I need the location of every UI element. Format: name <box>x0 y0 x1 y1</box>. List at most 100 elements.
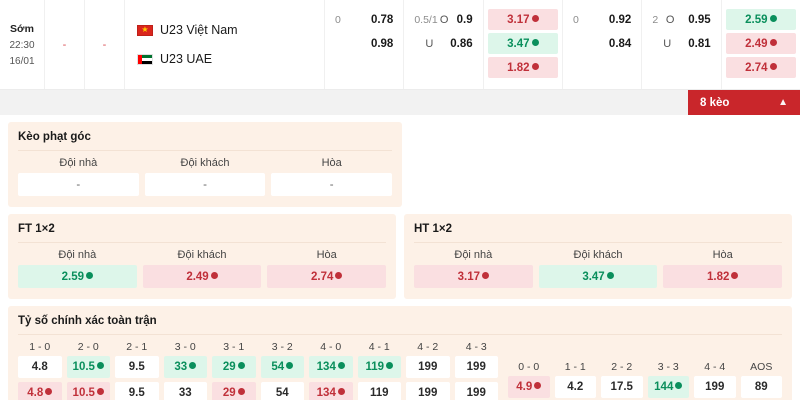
match-time-column: Sớm 22:30 16/01 <box>0 0 45 89</box>
cs-left-row-1: 4.8 10.5 9.5 33 29 54 134 119 199 199 <box>18 356 498 378</box>
odds-cell[interactable]: 2 O 0.95 <box>646 9 717 30</box>
arrow-down-icon <box>531 62 539 70</box>
odds-cell[interactable]: 2.49 <box>142 265 262 288</box>
home-team-row[interactable]: ★ U23 Việt Nam <box>137 23 324 37</box>
score-odds-cell[interactable]: 9.5 <box>115 356 159 378</box>
keo-count-button[interactable]: 8 kèo ▲ <box>688 90 800 115</box>
score-odds-cell[interactable]: 10.5 <box>66 382 110 400</box>
odds-cell[interactable]: 2.59 <box>18 265 137 288</box>
corner-values: --- <box>18 173 393 196</box>
odds-value: 29 <box>223 361 245 373</box>
score-odds-cell[interactable]: 10.5 <box>66 356 110 378</box>
odds-cell[interactable]: - <box>271 173 393 196</box>
score-odds-cell[interactable]: 119 <box>357 356 401 378</box>
odds-value: 9.5 <box>128 387 145 399</box>
arrow-down-icon <box>337 388 345 395</box>
score-odds-cell[interactable]: 89 <box>740 376 782 398</box>
correct-score-panel: Tỷ số chính xác toàn trận 1 - 0 2 - 0 2 - … <box>8 306 792 400</box>
handicap-label: 0 <box>335 13 341 26</box>
arrow-up-icon <box>189 362 197 369</box>
odds-cell[interactable]: 0.84 <box>566 33 638 54</box>
odds-cell[interactable]: 2.74 <box>725 57 796 78</box>
arrow-down-icon <box>731 271 739 279</box>
score-header: 4 - 0 <box>320 341 342 353</box>
score-odds-cell[interactable]: 4.2 <box>554 376 596 398</box>
score-odds-cell[interactable]: 9.5 <box>115 382 159 400</box>
score-odds-cell[interactable]: 4.8 <box>18 382 62 400</box>
odds-value: 29 <box>223 387 245 399</box>
odds-value: 2.49 <box>745 38 777 50</box>
odds-cell[interactable]: 3.17 <box>487 9 558 30</box>
score-odds-cell[interactable]: 54 <box>260 356 304 378</box>
corner-kick-panel: Kèo phạt góc Đội nhà Đội khách Hòa - - - <box>8 122 402 207</box>
score-odds-cell[interactable]: 4.9 <box>508 376 550 398</box>
arrow-down-icon <box>534 382 542 389</box>
odds-value: 0.95 <box>688 13 711 26</box>
odds-group-handicap-2: 0 0.92 0.84 <box>563 0 643 89</box>
odds-cell[interactable]: U 0.86 <box>408 33 479 54</box>
odds-value: 0.86 <box>450 37 473 50</box>
score-odds-cell[interactable]: 29 <box>212 356 256 378</box>
odds-value: 0.81 <box>688 37 711 50</box>
score-away-column: - <box>85 0 125 89</box>
score-odds-cell[interactable]: 199 <box>694 376 736 398</box>
score-odds-cell[interactable]: 33 <box>163 356 207 378</box>
odds-cell[interactable]: 3.47 <box>487 33 558 54</box>
odds-value: 134 <box>317 361 345 373</box>
odds-value: 89 <box>754 381 768 393</box>
odds-cell[interactable]: 2.74 <box>267 265 387 288</box>
odds-cell[interactable]: U 0.81 <box>646 33 717 54</box>
odds-value: 199 <box>705 381 725 393</box>
arrow-up-icon <box>769 14 777 22</box>
score-odds-cell[interactable]: 4.8 <box>18 356 62 378</box>
odds-cell[interactable]: 2.59 <box>725 9 796 30</box>
score-odds-cell[interactable]: 54 <box>260 382 304 400</box>
odds-value: - <box>329 178 334 191</box>
odds-value: 1.82 <box>707 271 739 283</box>
odds-cell[interactable]: 0.5/1 O 0.9 <box>408 9 479 30</box>
score-odds-cell[interactable]: 134 <box>309 356 353 378</box>
odds-value: 10.5 <box>73 361 104 373</box>
handicap-label: 2 <box>652 13 659 26</box>
score-odds-cell[interactable]: 17.5 <box>601 376 643 398</box>
score-header: 2 - 1 <box>126 341 148 353</box>
odds-cell[interactable]: 0 0.92 <box>566 9 638 30</box>
score-odds-cell[interactable]: 144 <box>647 376 689 398</box>
odds-value: 199 <box>466 361 486 373</box>
score-odds-cell[interactable]: 134 <box>309 382 353 400</box>
odds-cell[interactable]: 0 0.78 <box>329 9 400 30</box>
odds-area: 0 0.78 0.98 0.5/1 O 0.9 U 0.86 3.17 3.47 1.82 0 0.92… <box>325 0 800 89</box>
cs-right-row-1: 4.9 4.2 17.5 144 199 89 <box>508 376 782 398</box>
odds-cell[interactable]: 0.98 <box>329 33 400 54</box>
score-odds-cell[interactable]: 199 <box>406 356 450 378</box>
odds-value: 54 <box>275 387 289 399</box>
ht-panel-title: HT 1×2 <box>414 223 782 243</box>
odds-cell[interactable]: 1.82 <box>663 265 783 288</box>
odds-value: 4.8 <box>31 361 48 373</box>
odds-value: 9.5 <box>128 361 145 373</box>
odds-value: 10.5 <box>73 387 104 399</box>
column-header: Đội nhà <box>58 249 97 261</box>
odds-value: 3.47 <box>582 271 614 283</box>
arrow-down-icon <box>769 62 777 70</box>
arrow-down-icon <box>45 388 53 395</box>
score-home: - <box>62 38 67 51</box>
odds-cell[interactable]: 2.49 <box>725 33 796 54</box>
odds-cell[interactable]: - <box>144 173 266 196</box>
score-odds-cell[interactable]: 199 <box>406 382 450 400</box>
odds-cell[interactable]: - <box>18 173 139 196</box>
score-header: 1 - 0 <box>29 341 51 353</box>
ou-label: O <box>665 13 675 26</box>
away-team-row[interactable]: U23 UAE <box>137 52 324 66</box>
score-odds-cell[interactable]: 199 <box>454 382 498 400</box>
score-odds-cell[interactable]: 33 <box>163 382 207 400</box>
score-odds-cell[interactable]: 29 <box>212 382 256 400</box>
score-odds-cell[interactable]: 119 <box>357 382 401 400</box>
score-odds-cell[interactable]: 199 <box>454 356 498 378</box>
arrow-up-icon <box>606 271 614 279</box>
odds-cell[interactable]: 1.82 <box>487 57 558 78</box>
odds-cell[interactable]: 3.47 <box>538 265 658 288</box>
match-date: 16/01 <box>9 55 35 67</box>
odds-value: 33 <box>174 361 197 373</box>
odds-cell[interactable]: 3.17 <box>414 265 533 288</box>
